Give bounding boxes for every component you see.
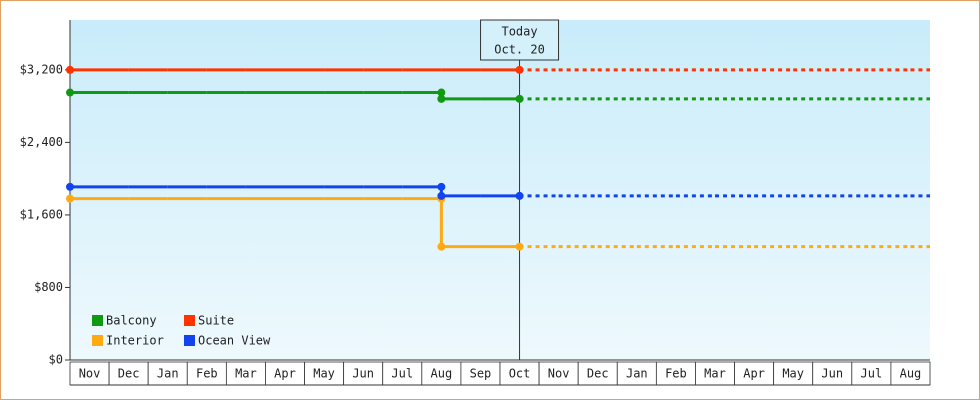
x-tick-label: Oct xyxy=(509,367,531,381)
point xyxy=(515,65,524,74)
x-tick-label: Dec xyxy=(587,367,609,381)
point xyxy=(515,191,524,200)
point xyxy=(437,191,446,200)
x-tick-label: Jul xyxy=(391,367,413,381)
y-tick-label: $1,600 xyxy=(20,207,63,221)
y-tick-label: $0 xyxy=(49,353,63,367)
legend-label: Interior xyxy=(106,334,164,348)
x-tick-label: Jan xyxy=(157,367,179,381)
x-tick-label: Aug xyxy=(900,367,922,381)
legend-label: Balcony xyxy=(106,314,157,328)
point xyxy=(437,242,446,251)
x-tick-label: Mar xyxy=(235,367,257,381)
legend-label: Ocean View xyxy=(198,334,271,348)
x-tick-label: Feb xyxy=(665,367,687,381)
point xyxy=(66,182,74,191)
point xyxy=(515,94,524,103)
x-tick-label: Sep xyxy=(470,367,492,381)
x-tick-label: Nov xyxy=(79,367,101,381)
x-tick-label: Feb xyxy=(196,367,218,381)
legend-swatch xyxy=(92,335,103,346)
point xyxy=(66,65,74,74)
legend-swatch xyxy=(92,315,103,326)
legend-swatch xyxy=(184,315,195,326)
x-tick-label: Jun xyxy=(352,367,374,381)
point xyxy=(437,88,446,97)
y-tick-label: $800 xyxy=(34,280,63,294)
y-tick-label: $2,400 xyxy=(20,135,63,149)
today-label: Today xyxy=(501,25,537,39)
x-tick-label: May xyxy=(782,367,804,381)
x-tick-label: Nov xyxy=(548,367,570,381)
x-tick-label: Jun xyxy=(821,367,843,381)
legend-label: Suite xyxy=(198,314,234,328)
point xyxy=(515,242,524,251)
y-tick-label: $3,200 xyxy=(20,62,63,76)
point xyxy=(437,182,446,191)
today-label: Oct. 20 xyxy=(494,43,545,57)
x-tick-label: Apr xyxy=(743,367,765,381)
today-box xyxy=(480,19,560,61)
x-tick-label: Dec xyxy=(118,367,140,381)
legend-swatch xyxy=(184,335,195,346)
x-tick-label: May xyxy=(313,367,335,381)
point xyxy=(66,194,74,203)
x-tick-label: Jan xyxy=(626,367,648,381)
x-tick-label: Apr xyxy=(274,367,296,381)
point xyxy=(66,88,74,97)
x-tick-label: Mar xyxy=(704,367,726,381)
x-tick-label: Aug xyxy=(431,367,453,381)
x-tick-label: Jul xyxy=(861,367,883,381)
plot-area xyxy=(70,20,930,360)
point xyxy=(437,94,446,103)
